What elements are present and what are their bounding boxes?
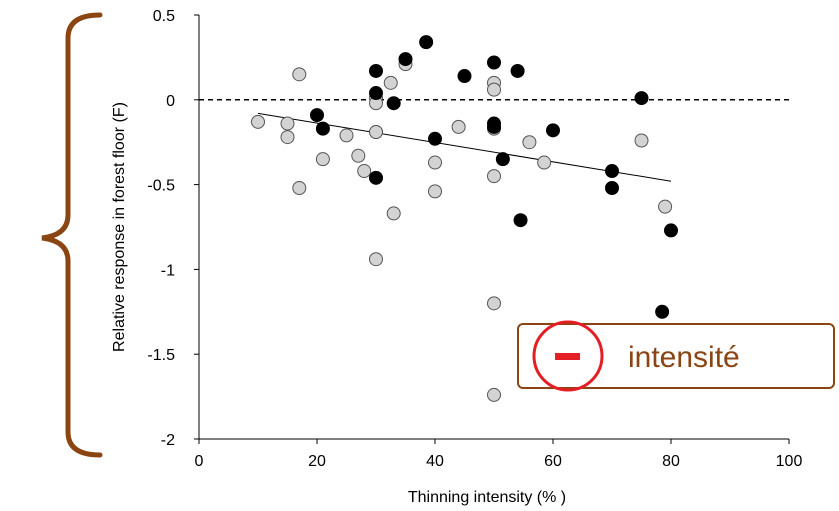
gray-data-point	[251, 114, 265, 129]
gray-data-point	[369, 125, 383, 140]
gray-data-point	[487, 169, 501, 184]
gray-data-point	[522, 135, 537, 150]
gray-data-point	[369, 252, 383, 267]
annotation-label: intensité	[628, 341, 740, 374]
axes	[194, 14, 790, 444]
x-tick-label: 40	[426, 453, 444, 470]
black-data-point	[487, 119, 501, 134]
black-data-point	[487, 55, 501, 70]
black-data-point	[605, 164, 619, 179]
black-data-point	[655, 304, 670, 319]
gray-data-point	[280, 116, 295, 131]
gray-data-point	[339, 128, 354, 143]
black-data-point	[310, 108, 324, 123]
gray-data-point	[487, 296, 501, 311]
data-points	[251, 35, 678, 402]
black-data-point	[398, 52, 413, 67]
black-data-point	[546, 123, 560, 138]
intensity-annotation: intensité	[517, 320, 835, 392]
black-data-point	[419, 35, 434, 50]
black-data-point	[369, 86, 383, 101]
gray-data-point	[292, 67, 307, 82]
x-tick-label: 60	[544, 453, 562, 470]
minus-sign	[555, 353, 580, 360]
gray-data-point	[451, 119, 466, 134]
x-tick-label: 20	[308, 453, 326, 470]
gray-data-point	[280, 130, 295, 145]
gray-data-point	[634, 133, 649, 148]
gray-data-point	[386, 206, 401, 221]
black-data-point	[369, 63, 383, 78]
y-tick-label: 0	[166, 93, 175, 110]
y-tick-label: -1.5	[147, 347, 175, 364]
tick-labels: 0.5 0 -0.5 -1 -1.5 -2 0 20 40 60 80 100	[147, 8, 802, 470]
gray-data-point	[537, 155, 552, 170]
black-data-point	[510, 63, 525, 78]
gray-data-point	[487, 387, 501, 402]
black-data-point	[315, 121, 330, 136]
black-data-point	[428, 131, 442, 146]
y-tick-label: -1	[161, 262, 175, 279]
y-tick-label: 0.5	[153, 8, 175, 25]
gray-data-point	[487, 82, 501, 97]
black-data-point	[457, 69, 472, 84]
black-data-point	[634, 91, 649, 106]
minus-circle-icon	[532, 320, 604, 392]
gray-data-point	[383, 75, 398, 90]
gray-data-point	[292, 180, 307, 195]
gray-data-point	[351, 148, 366, 163]
x-tick-label: 100	[776, 453, 803, 470]
black-data-point	[369, 170, 383, 185]
black-data-point	[513, 213, 528, 228]
gray-data-point	[658, 199, 673, 214]
curly-bracket	[41, 12, 103, 458]
gray-data-point	[428, 184, 442, 199]
y-axis-title: Relative response in forest floor (F)	[111, 102, 128, 352]
black-data-point	[386, 96, 401, 111]
gray-data-point	[357, 164, 372, 179]
x-tick-label: 80	[662, 453, 680, 470]
black-data-point	[664, 223, 678, 238]
y-tick-label: -2	[161, 432, 175, 449]
x-tick-label: 0	[195, 453, 204, 470]
gray-data-point	[315, 152, 330, 167]
y-tick-label: -0.5	[147, 178, 175, 195]
curly-bracket-path	[41, 12, 103, 458]
gray-data-point	[428, 155, 442, 170]
x-axis-title: Thinning intensity (% )	[408, 489, 566, 506]
black-data-point	[495, 152, 510, 167]
black-data-point	[605, 180, 619, 195]
